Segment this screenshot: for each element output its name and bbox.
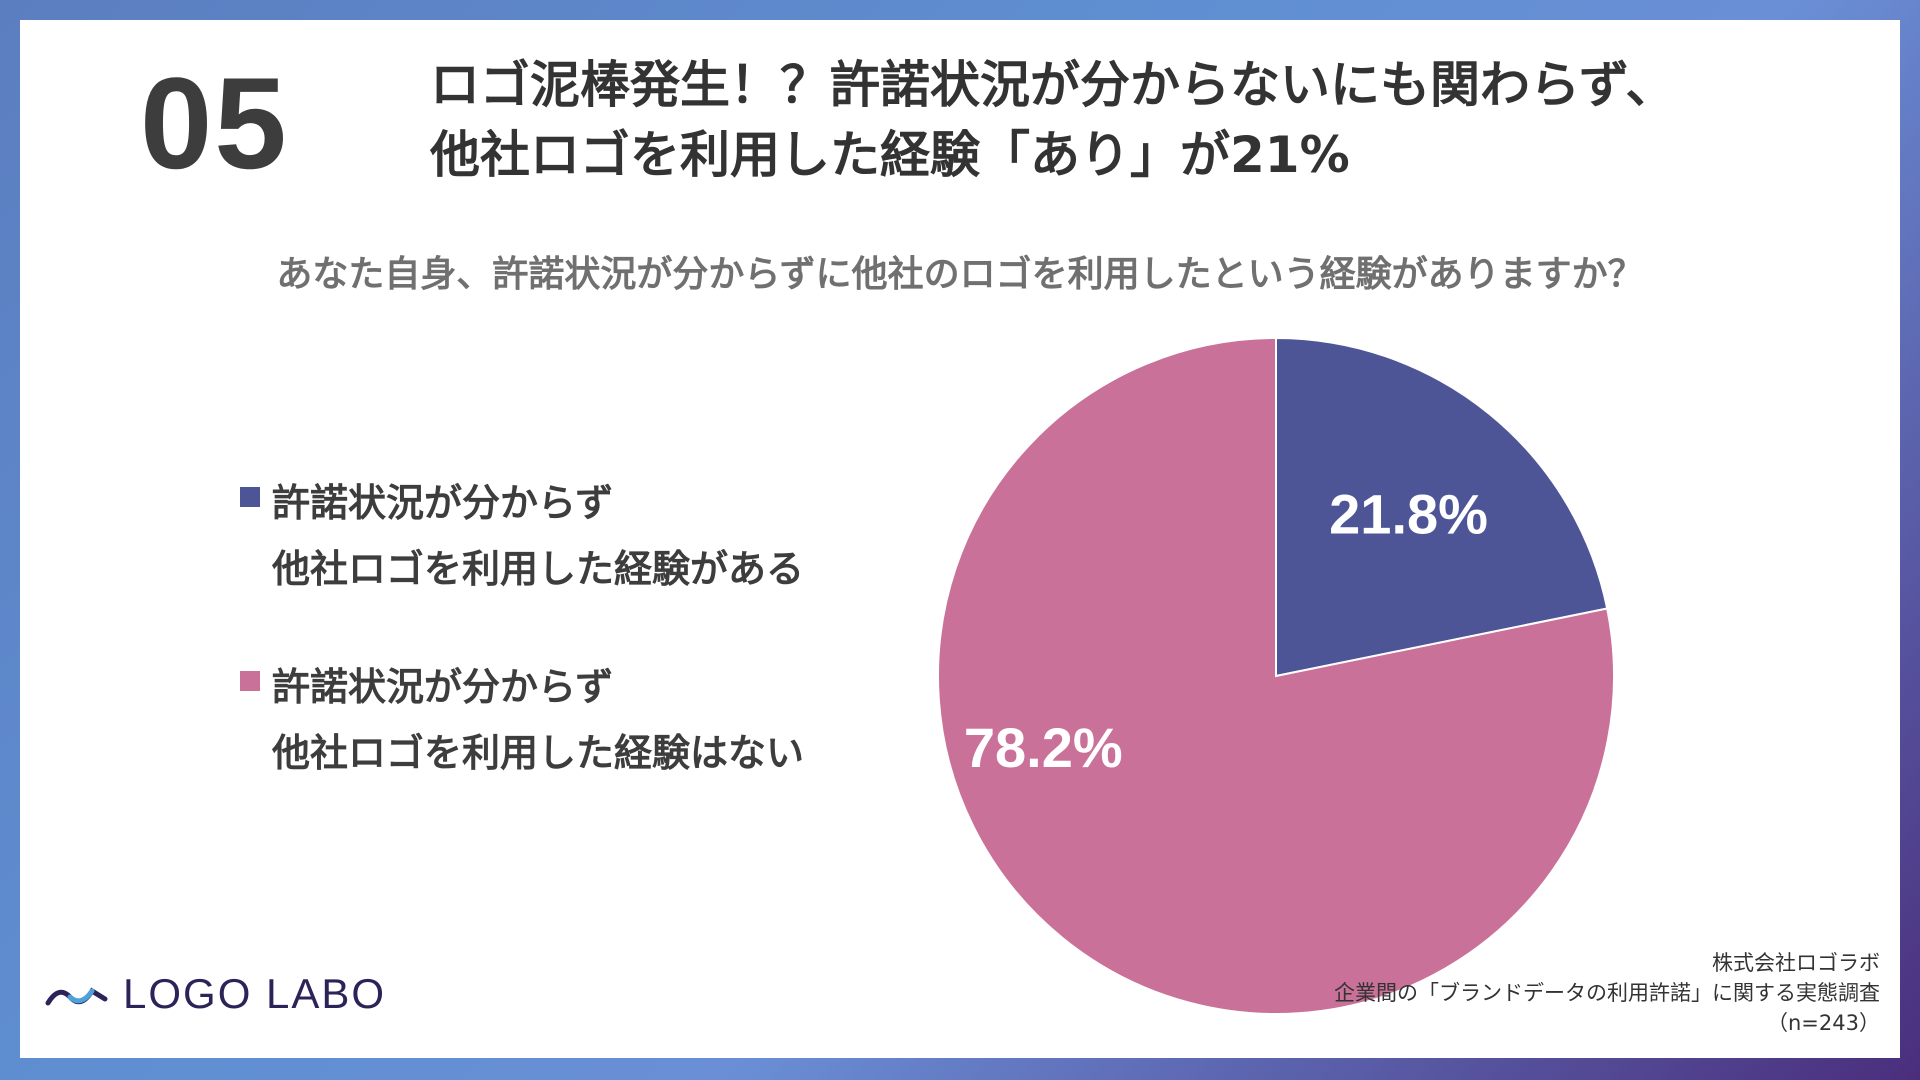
legend-label-yes-line-1: 許諾状況が分からず bbox=[272, 481, 614, 525]
logo-text: LOGO LABO bbox=[123, 970, 387, 1017]
legend-item-no: 許諾状況が分からず 他社ロゴを利用した経験はない bbox=[240, 654, 804, 786]
source-company: 株式会社ロゴラボ bbox=[1712, 951, 1880, 975]
legend-label-no-line-2: 他社ロゴを利用した経験はない bbox=[272, 731, 805, 775]
headline: ロゴ泥棒発生！？許諾状況が分からないにも関わらず、 他社ロゴを利用した経験「あり… bbox=[430, 50, 1850, 190]
legend-label-yes-line-2: 他社ロゴを利用した経験がある bbox=[272, 547, 805, 591]
slice-label-no: 78.2% bbox=[964, 716, 1123, 779]
legend-swatch-no bbox=[240, 671, 260, 691]
chart-legend: 許諾状況が分からず 他社ロゴを利用した経験がある 許諾状況が分からず 他社ロゴを… bbox=[240, 470, 804, 838]
headline-line-1: ロゴ泥棒発生！？許諾状況が分からないにも関わらず、 bbox=[430, 56, 1676, 114]
source-survey: 企業間の「ブランドデータの利用許諾」に関する実態調査 bbox=[1334, 981, 1880, 1005]
logo: LOGO LABO bbox=[45, 970, 386, 1018]
legend-item-yes: 許諾状況が分からず 他社ロゴを利用した経験がある bbox=[240, 470, 804, 602]
legend-label-no-line-1: 許諾状況が分からず bbox=[272, 665, 614, 709]
wave-icon bbox=[45, 987, 108, 1006]
pie-slice-no bbox=[937, 336, 1615, 1015]
survey-question: あなた自身、許諾状況が分からずに他社のロゴを利用したという経験がありますか？ bbox=[276, 254, 1644, 295]
pie-chart: 21.8% 78.2% bbox=[937, 336, 1615, 1015]
slice-label-yes: 21.8% bbox=[1329, 483, 1488, 546]
headline-line-2: 他社ロゴを利用した経験「あり」が21% bbox=[430, 126, 1350, 184]
content-panel: 05 ロゴ泥棒発生！？許諾状況が分からないにも関わらず、 他社ロゴを利用した経験… bbox=[20, 20, 1900, 1058]
section-number: 05 bbox=[140, 50, 289, 196]
source-note: 株式会社ロゴラボ 企業間の「ブランドデータの利用許諾」に関する実態調査 （n=2… bbox=[1334, 948, 1880, 1038]
pie-slice-yes bbox=[1275, 336, 1609, 678]
source-sample: （n=243） bbox=[1767, 1011, 1880, 1035]
legend-swatch-yes bbox=[240, 487, 260, 507]
